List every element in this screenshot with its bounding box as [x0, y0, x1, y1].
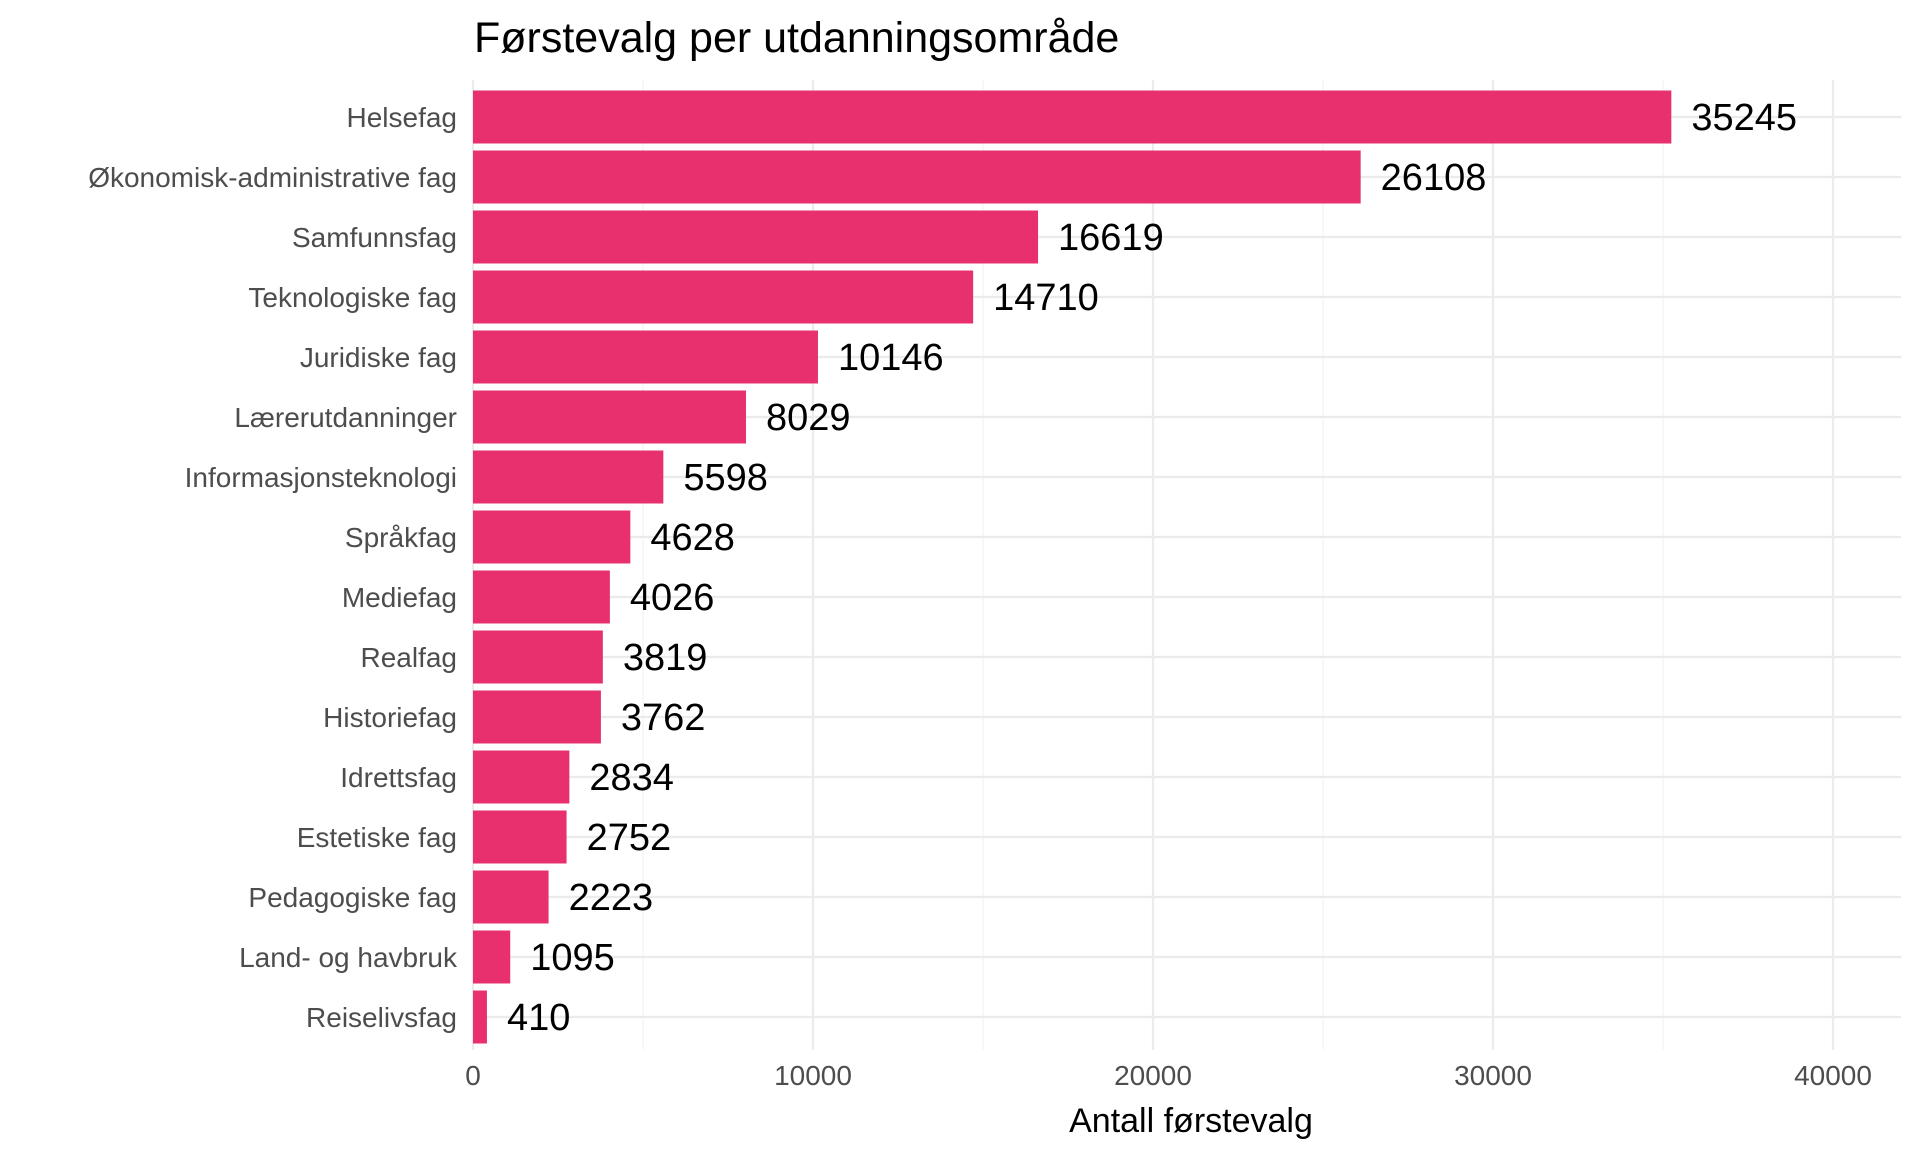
category-label: Økonomisk-administrative fag: [88, 162, 457, 193]
value-label: 14710: [993, 277, 1099, 319]
value-label: 26108: [1381, 157, 1487, 199]
category-label: Idrettsfag: [340, 762, 457, 793]
value-labels: 35245 26108 16619 14710 10146 8029 5598 4628 402…: [507, 97, 1797, 1039]
category-label: Mediefag: [342, 582, 457, 613]
bar: [473, 330, 818, 384]
bar: [473, 210, 1039, 264]
bar: [473, 450, 664, 504]
value-label: 2223: [569, 877, 654, 919]
bar: [473, 630, 603, 684]
bars: [473, 90, 1672, 1044]
value-label: 5598: [683, 457, 768, 499]
value-label: 35245: [1691, 97, 1797, 139]
x-tick-label: 20000: [1114, 1060, 1192, 1091]
x-tick-labels: 0 10000 20000 30000 40000: [465, 1060, 1872, 1091]
bar: [473, 810, 567, 864]
category-label: Lærerutdanninger: [234, 402, 457, 433]
bar: [473, 870, 549, 924]
x-tick-label: 40000: [1794, 1060, 1872, 1091]
category-label: Informasjonsteknologi: [185, 462, 457, 493]
category-labels: Helsefag Økonomisk-administrative fag Samf…: [88, 102, 458, 1033]
value-label: 410: [507, 997, 570, 1039]
bar: [473, 90, 1672, 144]
value-label: 10146: [838, 337, 944, 379]
bar: [473, 150, 1361, 204]
category-label: Samfunnsfag: [292, 222, 457, 253]
bar: [473, 510, 631, 564]
category-label: Helsefag: [346, 102, 457, 133]
value-label: 3819: [623, 637, 708, 679]
bar: [473, 570, 610, 624]
x-tick-label: 0: [465, 1060, 481, 1091]
category-label: Pedagogiske fag: [248, 882, 457, 913]
category-label: Teknologiske fag: [248, 282, 457, 313]
category-label: Realfag: [360, 642, 457, 673]
bar: [473, 270, 974, 324]
x-tick-label: 10000: [774, 1060, 852, 1091]
bar: [473, 990, 487, 1044]
value-label: 3762: [621, 697, 706, 739]
category-label: Reiselivsfag: [306, 1002, 457, 1033]
x-axis-title: Antall førstevalg: [1069, 1102, 1313, 1140]
category-label: Historiefag: [323, 702, 457, 733]
value-label: 1095: [530, 937, 615, 979]
value-label: 8029: [766, 397, 851, 439]
category-label: Estetiske fag: [297, 822, 457, 853]
bar: [473, 390, 746, 444]
category-label: Juridiske fag: [300, 342, 457, 373]
value-label: 4026: [630, 577, 715, 619]
category-label: Land- og havbruk: [239, 942, 458, 973]
bar: [473, 690, 601, 744]
bar: [473, 930, 511, 984]
bar: [473, 750, 570, 804]
category-label: Språkfag: [345, 522, 457, 553]
chart-title: Førstevalg per utdanningsområde: [474, 14, 1119, 62]
value-label: 16619: [1058, 217, 1164, 259]
value-label: 4628: [650, 517, 735, 559]
value-label: 2834: [589, 757, 674, 799]
x-tick-label: 30000: [1454, 1060, 1532, 1091]
value-label: 2752: [587, 817, 672, 859]
